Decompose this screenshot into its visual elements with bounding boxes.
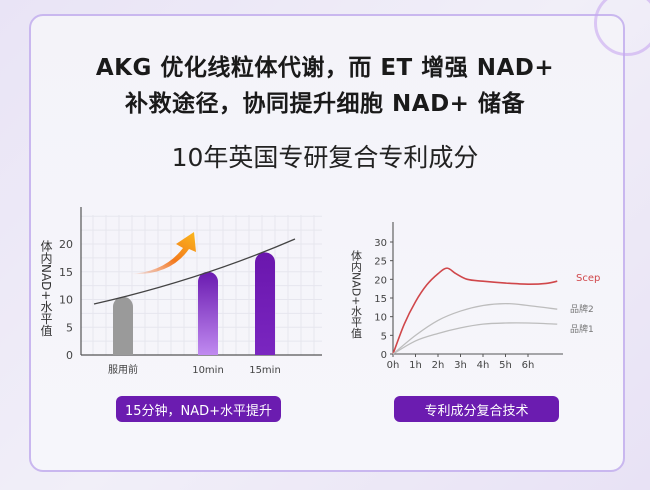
legend-label: 品牌2 bbox=[570, 303, 594, 315]
content-card bbox=[29, 14, 625, 472]
x-tick-label: 1h bbox=[409, 360, 422, 371]
x-tick-label: 15min bbox=[249, 365, 281, 376]
y-tick-label: 10 bbox=[59, 294, 73, 307]
y-tick-label: 15 bbox=[59, 266, 73, 279]
nad-boost-button[interactable]: 15分钟，NAD+水平提升 bbox=[116, 396, 281, 422]
x-tick-label: 服用前 bbox=[108, 363, 138, 376]
legend-label: 品牌1 bbox=[570, 323, 594, 335]
series-line-1 bbox=[392, 267, 558, 355]
line-ylabel: 体内NAD+水平值 bbox=[350, 249, 363, 339]
bar bbox=[198, 271, 218, 355]
title-line-1: AKG 优化线粒体代谢，而 ET 增强 NAD+ bbox=[95, 55, 555, 81]
y-tick-label: 0 bbox=[66, 349, 73, 362]
y-tick-label: 20 bbox=[374, 275, 387, 286]
x-tick-label: 3h bbox=[454, 360, 467, 371]
y-tick-label: 5 bbox=[381, 331, 387, 342]
title-line-2: 补救途径，协同提升细胞 NAD+ 储备 bbox=[125, 91, 525, 117]
y-tick-label: 25 bbox=[374, 257, 387, 268]
x-tick-label: 0h bbox=[387, 360, 400, 371]
series-line-3 bbox=[392, 322, 558, 355]
series-line-2 bbox=[392, 302, 558, 355]
y-tick-label: 10 bbox=[374, 313, 387, 324]
y-tick-label: 15 bbox=[374, 294, 387, 305]
decorative-ring bbox=[594, 0, 650, 56]
up-arrow-icon bbox=[130, 232, 196, 275]
y-tick-label: 5 bbox=[66, 321, 73, 334]
x-tick-label: 2h bbox=[432, 360, 445, 371]
x-tick-label: 4h bbox=[477, 360, 490, 371]
subtitle: 10年英国专研复合专利成分 bbox=[171, 143, 479, 172]
x-tick-label: 10min bbox=[192, 365, 224, 376]
bar-ylabel: 体内NAD+水平值 bbox=[39, 240, 53, 337]
bar bbox=[113, 296, 133, 355]
legend-label: Scep bbox=[576, 273, 600, 284]
x-tick-label: 6h bbox=[522, 360, 535, 371]
y-tick-label: 20 bbox=[59, 238, 73, 251]
trend-line bbox=[93, 238, 296, 305]
patent-tech-button[interactable]: 专利成分复合技术 bbox=[394, 396, 559, 422]
y-tick-label: 30 bbox=[374, 238, 387, 249]
y-tick-label: 0 bbox=[381, 350, 387, 361]
x-tick-label: 5h bbox=[499, 360, 512, 371]
bar bbox=[255, 252, 275, 355]
